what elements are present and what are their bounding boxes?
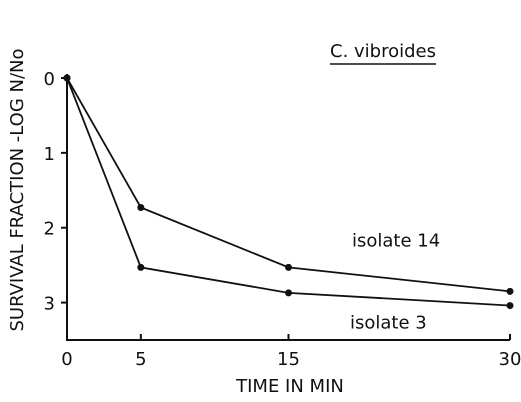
x-axis-label: TIME IN MIN: [235, 376, 344, 397]
series-line: [66, 77, 511, 293]
data-point: [137, 263, 145, 271]
y-tick-label: 2: [44, 219, 55, 240]
series-label: isolate 3: [350, 313, 427, 334]
data-point: [137, 204, 145, 212]
x-tick-label: 15: [277, 349, 300, 370]
data-point: [285, 289, 292, 297]
chart-title: C. vibroides: [330, 41, 436, 62]
x-tick-label: 5: [135, 349, 146, 370]
x-tick-label: 30: [499, 349, 521, 370]
series-line: [66, 77, 511, 307]
y-tick-label: 0: [44, 69, 55, 90]
y-axis-label: SURVIVAL FRACTION -LOG N/No: [7, 48, 28, 331]
data-point: [506, 287, 514, 295]
axes: [66, 74, 510, 341]
data-point: [506, 302, 514, 310]
x-tick-label: 0: [61, 349, 72, 370]
series-label: isolate 14: [352, 230, 440, 251]
y-tick-label: 3: [44, 294, 55, 315]
data-point: [63, 74, 71, 82]
y-tick-label: 1: [44, 144, 55, 165]
data-point: [285, 263, 292, 271]
